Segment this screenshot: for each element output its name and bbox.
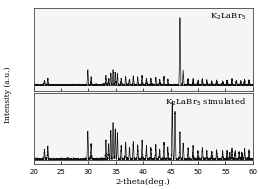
- X-axis label: 2-theta(deg.): 2-theta(deg.): [116, 178, 171, 186]
- Text: K$_2$LaBr$_5$: K$_2$LaBr$_5$: [210, 12, 246, 22]
- Text: K$_2$LaBr$_5$ simulated: K$_2$LaBr$_5$ simulated: [165, 96, 246, 108]
- Text: Intensity (a.u.): Intensity (a.u.): [4, 66, 12, 123]
